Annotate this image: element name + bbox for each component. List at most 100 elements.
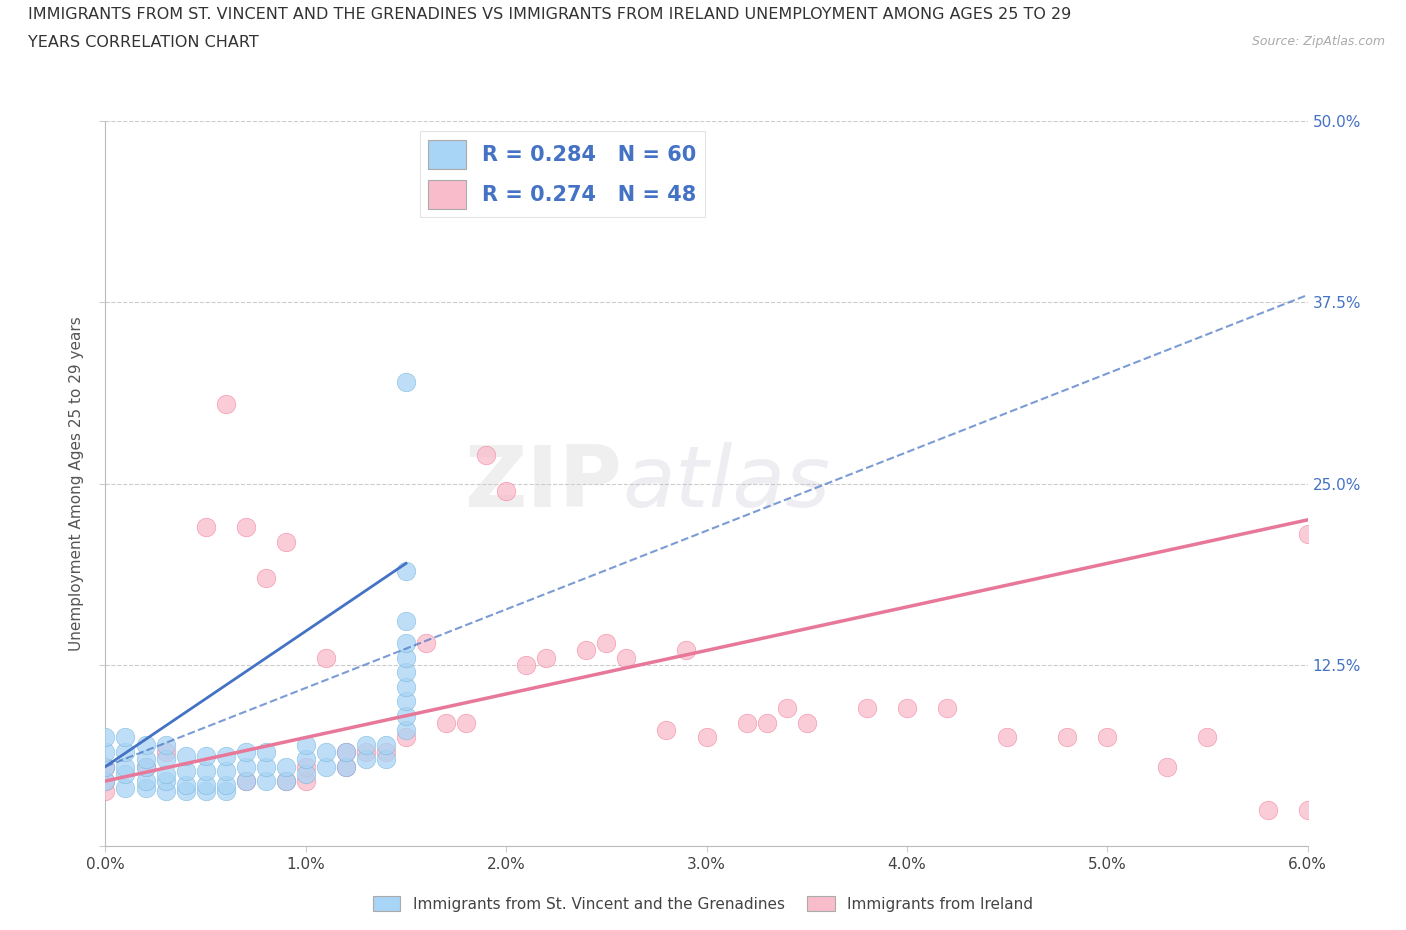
Point [135, 774, 157, 789]
Point [135, 751, 157, 766]
Point [374, 737, 398, 752]
Point [395, 564, 418, 578]
Point [155, 784, 177, 799]
Point [776, 701, 799, 716]
Point [194, 784, 217, 799]
Point [395, 636, 418, 651]
Point [235, 745, 257, 760]
Text: ZIP: ZIP [464, 442, 623, 525]
Point [1296, 527, 1319, 542]
Point [235, 774, 257, 789]
Point [575, 643, 598, 658]
Point [415, 636, 437, 651]
Point [395, 694, 418, 709]
Point [1257, 803, 1279, 817]
Point [274, 534, 297, 549]
Point [194, 749, 217, 764]
Point [335, 759, 357, 774]
Point [616, 650, 638, 665]
Point [395, 375, 418, 390]
Point [94, 730, 117, 745]
Point [1097, 730, 1119, 745]
Point [94, 784, 117, 799]
Point [94, 774, 117, 789]
Point [155, 774, 177, 789]
Point [395, 730, 418, 745]
Point [155, 751, 177, 766]
Point [214, 396, 236, 411]
Point [796, 715, 818, 730]
Point [374, 751, 398, 766]
Point [335, 759, 357, 774]
Point [274, 759, 297, 774]
Point [295, 759, 318, 774]
Point [395, 723, 418, 737]
Point [1197, 730, 1219, 745]
Point [254, 570, 277, 585]
Text: Source: ZipAtlas.com: Source: ZipAtlas.com [1251, 35, 1385, 48]
Point [235, 774, 257, 789]
Point [315, 650, 337, 665]
Legend: R = 0.284   N = 60, R = 0.274   N = 48: R = 0.284 N = 60, R = 0.274 N = 48 [420, 131, 704, 218]
Point [214, 784, 236, 799]
Point [395, 679, 418, 694]
Point [395, 665, 418, 680]
Point [675, 643, 697, 658]
Point [295, 751, 318, 766]
Point [315, 759, 337, 774]
Point [434, 715, 457, 730]
Point [194, 777, 217, 792]
Point [755, 715, 778, 730]
Point [155, 745, 177, 760]
Point [335, 745, 357, 760]
Point [254, 774, 277, 789]
Point [214, 764, 236, 778]
Point [174, 777, 197, 792]
Point [194, 764, 217, 778]
Y-axis label: Unemployment Among Ages 25 to 29 years: Unemployment Among Ages 25 to 29 years [69, 316, 84, 651]
Point [1156, 759, 1178, 774]
Point [295, 737, 318, 752]
Point [94, 745, 117, 760]
Point [855, 701, 877, 716]
Point [936, 701, 959, 716]
Point [395, 650, 418, 665]
Point [235, 520, 257, 535]
Point [235, 759, 257, 774]
Point [254, 745, 277, 760]
Point [155, 766, 177, 781]
Point [735, 715, 758, 730]
Point [94, 759, 117, 774]
Point [896, 701, 918, 716]
Point [655, 723, 678, 737]
Point [274, 774, 297, 789]
Point [114, 730, 136, 745]
Point [174, 749, 197, 764]
Point [1056, 730, 1078, 745]
Point [114, 781, 136, 796]
Legend: Immigrants from St. Vincent and the Grenadines, Immigrants from Ireland: Immigrants from St. Vincent and the Gren… [367, 889, 1039, 918]
Point [696, 730, 718, 745]
Point [395, 709, 418, 724]
Point [335, 745, 357, 760]
Point [1296, 803, 1319, 817]
Point [495, 484, 517, 498]
Point [194, 520, 217, 535]
Point [94, 774, 117, 789]
Point [354, 751, 377, 766]
Point [135, 759, 157, 774]
Point [534, 650, 557, 665]
Point [135, 759, 157, 774]
Point [995, 730, 1018, 745]
Point [395, 614, 418, 629]
Point [374, 745, 398, 760]
Point [214, 749, 236, 764]
Text: atlas: atlas [623, 442, 831, 525]
Text: IMMIGRANTS FROM ST. VINCENT AND THE GRENADINES VS IMMIGRANTS FROM IRELAND UNEMPL: IMMIGRANTS FROM ST. VINCENT AND THE GREN… [28, 7, 1071, 21]
Point [515, 658, 537, 672]
Point [135, 781, 157, 796]
Point [114, 766, 136, 781]
Point [214, 777, 236, 792]
Point [354, 745, 377, 760]
Point [295, 766, 318, 781]
